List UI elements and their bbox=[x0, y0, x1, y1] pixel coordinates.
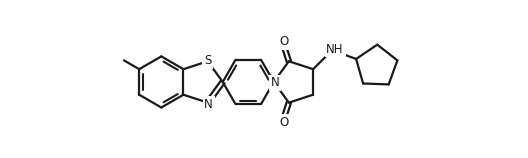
Text: N: N bbox=[270, 76, 279, 89]
Text: O: O bbox=[279, 116, 288, 129]
Text: O: O bbox=[279, 35, 288, 48]
Text: NH: NH bbox=[326, 43, 344, 56]
Text: S: S bbox=[204, 54, 211, 67]
Text: N: N bbox=[204, 98, 213, 111]
